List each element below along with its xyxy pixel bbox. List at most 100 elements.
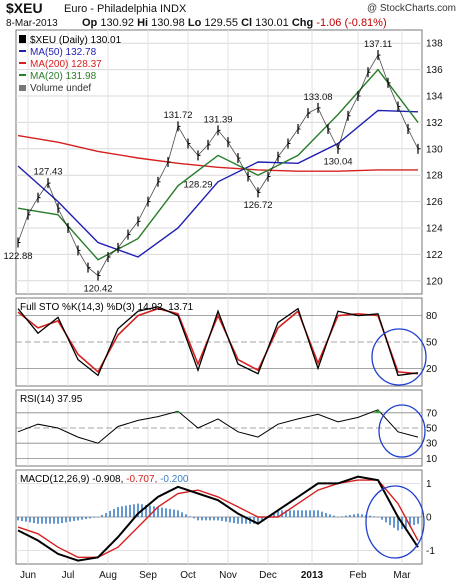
macd-hist-bar-28 bbox=[73, 517, 75, 522]
macd-hist-bar-128 bbox=[273, 512, 275, 517]
macd-hist-bar-70 bbox=[157, 506, 159, 517]
price-annotation-7: 133.08 bbox=[303, 92, 332, 103]
macd-hist-bar-154 bbox=[325, 512, 327, 517]
macd-hist-bar-196 bbox=[409, 517, 411, 527]
macd-signal-line bbox=[17, 479, 419, 558]
macd-label-prefix: MACD(12,26,9) bbox=[20, 474, 89, 485]
macd-hist-bar-64 bbox=[145, 504, 147, 517]
macd-hist-bar-76 bbox=[169, 508, 171, 517]
legend-ma50: MA(50) 132.78 bbox=[30, 47, 97, 58]
macd-hist-bar-200 bbox=[417, 517, 419, 524]
macd-hist-bar-82 bbox=[181, 512, 183, 517]
macd-hist-bar-38 bbox=[93, 517, 95, 518]
macd-hist-bar-184 bbox=[385, 517, 387, 523]
rsi-y-ticks: 10 30 50 70 bbox=[426, 408, 438, 465]
sto-panel: 20 50 80 Full STO %K(14,3) %D(3) 14.92, 13… bbox=[15, 297, 438, 387]
macd-hist-bar-144 bbox=[305, 510, 307, 517]
macd-hist-bar-188 bbox=[393, 517, 395, 528]
x-tick-Jun: Jun bbox=[20, 570, 36, 581]
macd-y-tick-1: 1 bbox=[426, 479, 432, 490]
price-y-tick-134: 134 bbox=[426, 92, 443, 103]
macd-hist-bar-104 bbox=[225, 517, 227, 522]
ma50-line bbox=[17, 109, 419, 258]
open-label: Op bbox=[82, 17, 98, 29]
sto-y-tick-50: 50 bbox=[426, 338, 438, 349]
macd-hist-bar-118 bbox=[253, 517, 255, 524]
x-tick-Oct: Oct bbox=[180, 570, 196, 581]
macd-hist-bar-84 bbox=[185, 514, 187, 517]
macd-hist-bar-32 bbox=[81, 517, 83, 520]
legend-price: $XEU (Daily) 130.01 bbox=[30, 35, 122, 46]
macd-hist-bar-12 bbox=[41, 517, 43, 524]
macd-label: MACD(12,26,9) -0.908, -0.707, -0.200 bbox=[20, 474, 189, 485]
macd-hist-bar-148 bbox=[313, 510, 315, 517]
legend-swatch-price bbox=[19, 35, 26, 43]
macd-hist-bar-42 bbox=[101, 514, 103, 517]
macd-hist-bar-4 bbox=[25, 517, 27, 522]
macd-hist-bar-14 bbox=[45, 517, 47, 524]
macd-label-v3: -0.200 bbox=[160, 474, 189, 485]
macd-hist-bar-198 bbox=[413, 517, 415, 526]
price-series-group bbox=[17, 50, 421, 281]
macd-hist-bar-152 bbox=[321, 511, 323, 517]
macd-hist-bar-140 bbox=[297, 510, 299, 517]
macd-hist-bar-50 bbox=[117, 506, 119, 517]
date-label: 8-Mar-2013 bbox=[6, 18, 58, 29]
legend-swatch-volume bbox=[19, 85, 26, 91]
price-y-tick-126: 126 bbox=[426, 197, 443, 208]
macd-hist-bar-30 bbox=[77, 517, 79, 521]
macd-hist-bar-36 bbox=[89, 517, 91, 519]
macd-hist-bar-40 bbox=[97, 517, 99, 518]
macd-hist-bar-98 bbox=[213, 517, 215, 521]
macd-hist-bar-54 bbox=[125, 505, 127, 517]
legend-ma200: MA(200) 128.37 bbox=[30, 59, 102, 70]
macd-hist-bar-190 bbox=[397, 517, 399, 531]
macd-hist-bar-60 bbox=[137, 503, 139, 517]
macd-hist-bar-94 bbox=[205, 517, 207, 521]
legend-volume: Volume undef bbox=[30, 83, 91, 94]
price-y-tick-122: 122 bbox=[426, 250, 443, 261]
rsi-grid bbox=[16, 390, 422, 466]
macd-hist-bar-120 bbox=[257, 517, 259, 524]
macd-hist-bar-34 bbox=[85, 517, 87, 520]
macd-hist-bar-134 bbox=[285, 510, 287, 517]
macd-hist-bar-100 bbox=[217, 517, 219, 521]
price-annotation-1: 127.43 bbox=[33, 167, 62, 178]
x-tick-Dec: Dec bbox=[259, 570, 277, 581]
x-axis: Jun Jul Aug Sep Oct Nov Dec 2013 Feb Mar bbox=[20, 570, 411, 581]
price-annotation-3: 131.72 bbox=[163, 110, 192, 121]
macd-series-group bbox=[17, 475, 419, 562]
macd-hist-bar-170 bbox=[357, 513, 359, 517]
macd-hist-bar-90 bbox=[197, 517, 199, 521]
close-value: 130.01 bbox=[255, 17, 289, 29]
price-y-tick-128: 128 bbox=[426, 171, 443, 182]
macd-hist-bar-162 bbox=[341, 516, 343, 517]
macd-hist-bar-138 bbox=[293, 510, 295, 517]
rsi-panel: 10 30 50 70 RSI(14) 37.95 bbox=[15, 389, 438, 467]
x-tick-Sep: Sep bbox=[139, 570, 157, 581]
macd-hist-bar-2 bbox=[21, 517, 23, 522]
sto-k-line bbox=[17, 306, 419, 377]
macd-hist-bar-52 bbox=[121, 506, 123, 517]
price-y-ticks: 120 122 124 126 128 130 132 134 136 138 bbox=[426, 39, 443, 288]
macd-hist-bar-72 bbox=[161, 507, 163, 517]
macd-hist-bar-88 bbox=[193, 517, 195, 519]
price-line bbox=[17, 54, 419, 277]
price-panel-frame bbox=[15, 29, 423, 295]
price-y-tick-130: 130 bbox=[426, 144, 443, 155]
macd-hist-bar-146 bbox=[309, 510, 311, 517]
macd-hist-bar-8 bbox=[33, 517, 35, 524]
price-annotation-8: 130.04 bbox=[323, 156, 352, 167]
macd-hist-bar-178 bbox=[373, 516, 375, 517]
macd-hist-bar-168 bbox=[353, 514, 355, 517]
macd-y-tick-0: 0 bbox=[426, 513, 432, 524]
macd-hist-bar-164 bbox=[345, 515, 347, 517]
price-y-tick-132: 132 bbox=[426, 118, 443, 129]
macd-hist-bar-158 bbox=[333, 515, 335, 517]
macd-hist-bar-176 bbox=[369, 515, 371, 517]
price-panel: 122.88 127.43 120.42 131.72 128.29 131.39 126.… bbox=[3, 29, 443, 295]
rsi-line bbox=[17, 409, 419, 444]
sto-highlight-circle bbox=[371, 328, 427, 386]
